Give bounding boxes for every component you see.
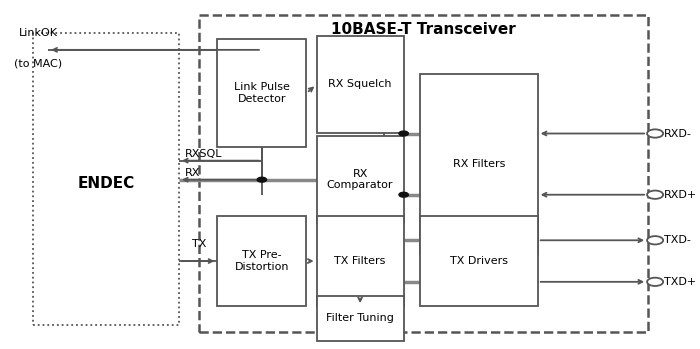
Text: Filter Tuning: Filter Tuning	[326, 313, 394, 323]
Text: RX Squelch: RX Squelch	[328, 80, 392, 89]
Text: TX Pre-
Distortion: TX Pre- Distortion	[234, 250, 289, 272]
Bar	[316, 216, 404, 306]
Bar	[316, 36, 404, 133]
Text: ENDEC: ENDEC	[78, 176, 134, 191]
Text: LinkOK: LinkOK	[19, 28, 58, 38]
Circle shape	[399, 192, 408, 197]
Text: Link Pulse
Detector: Link Pulse Detector	[234, 82, 290, 104]
Text: RXD+: RXD+	[664, 190, 697, 200]
Bar	[217, 39, 307, 147]
Text: RXSQL: RXSQL	[184, 149, 222, 159]
Circle shape	[647, 191, 663, 199]
Text: TX Drivers: TX Drivers	[450, 256, 508, 266]
Text: RXD-: RXD-	[664, 128, 692, 139]
Circle shape	[647, 236, 663, 244]
Bar	[316, 136, 404, 223]
Bar	[217, 216, 307, 306]
Circle shape	[257, 177, 267, 182]
Text: TX Filters: TX Filters	[335, 256, 386, 266]
Bar	[33, 32, 179, 325]
Bar	[199, 15, 648, 332]
Text: RX: RX	[184, 168, 199, 178]
Text: RX Filters: RX Filters	[453, 159, 505, 169]
Text: RX
Comparator: RX Comparator	[327, 169, 393, 191]
Bar	[421, 216, 538, 306]
Circle shape	[647, 278, 663, 286]
Text: TX: TX	[193, 239, 207, 249]
Bar	[316, 296, 404, 341]
Text: TXD+: TXD+	[664, 277, 696, 287]
Text: TXD-: TXD-	[664, 235, 691, 245]
Bar	[421, 74, 538, 254]
Text: (to MAC): (to MAC)	[14, 59, 62, 69]
Circle shape	[399, 131, 408, 136]
Circle shape	[647, 129, 663, 138]
Text: 10BASE-T Transceiver: 10BASE-T Transceiver	[331, 22, 516, 37]
